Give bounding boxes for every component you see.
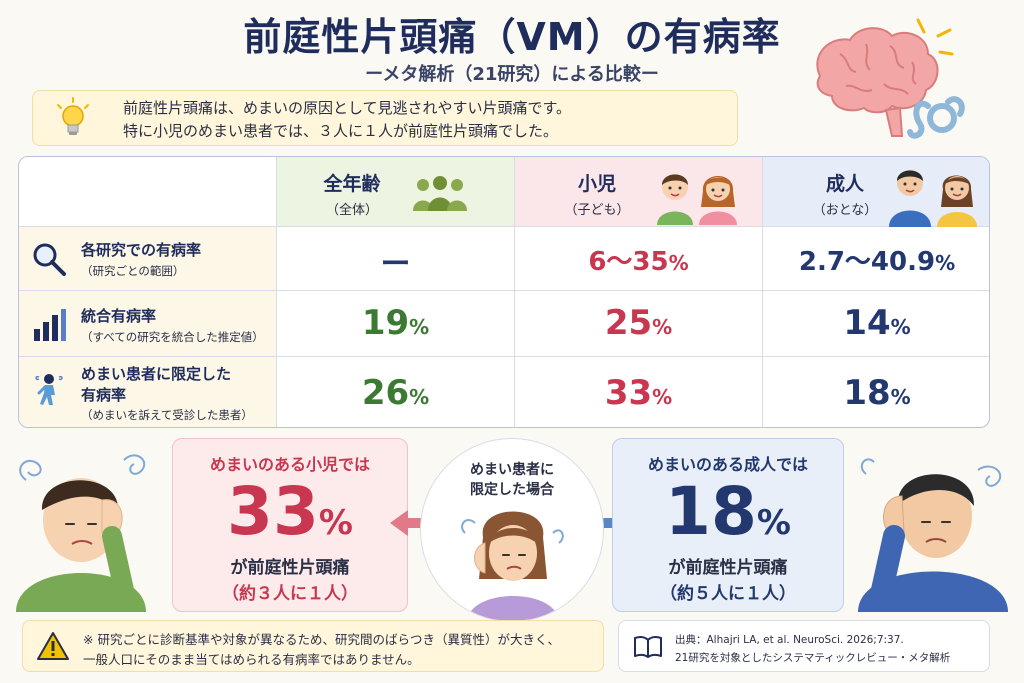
column-header-child: 小児 （子ども） bbox=[515, 157, 763, 227]
panel-unit: % bbox=[318, 503, 353, 543]
dizzy-adult-illustration bbox=[858, 458, 1008, 612]
intro-line-2: 特に小児のめまい患者では、３人に１人が前庭性片頭痛でした。 bbox=[123, 122, 559, 140]
arrow-left-icon bbox=[390, 510, 434, 536]
cell-child-pooled: 25% bbox=[515, 291, 763, 357]
row-title: めまい患者に限定した bbox=[81, 365, 232, 383]
value-number: 6～35 bbox=[588, 247, 669, 277]
panel-caption: が前庭性片頭痛 bbox=[230, 558, 350, 578]
bar-chart-icon bbox=[34, 309, 66, 341]
value-unit: % bbox=[409, 385, 430, 409]
row-title: 各研究での有病率 bbox=[81, 241, 202, 259]
intro-line-1: 前庭性片頭痛は、めまいの原因として見逃されやすい片頭痛です。 bbox=[123, 99, 572, 117]
source-citation: 出典：Alhajri LA, et al. NeuroSci. 2026;7:3… bbox=[618, 620, 990, 672]
value-unit: % bbox=[935, 251, 956, 275]
page-subtitle: ーメタ解析（21研究）による比較ー bbox=[365, 64, 659, 85]
group-people-icon bbox=[413, 176, 467, 211]
value-unit: % bbox=[409, 315, 430, 339]
cell-adult-pooled: 14% bbox=[763, 291, 989, 357]
dizzy-child-illustration bbox=[16, 454, 146, 612]
center-line-2: 限定した場合 bbox=[470, 482, 554, 498]
warning-icon bbox=[37, 632, 69, 660]
value-unit: % bbox=[668, 251, 689, 275]
dizzy-person-icon bbox=[35, 374, 63, 405]
intro-box: 前庭性片頭痛は、めまいの原因として見逃されやすい片頭痛です。 特に小児のめまい患… bbox=[32, 90, 738, 146]
cell-all-dizzy: 26% bbox=[277, 357, 515, 427]
cell-child-range: 6～35% bbox=[515, 227, 763, 291]
center-line-1: めまい患者に bbox=[470, 462, 554, 478]
panel-number: 33 bbox=[227, 473, 319, 550]
column-subtitle: （子ども） bbox=[564, 203, 630, 218]
lightbulb-icon bbox=[57, 97, 89, 135]
dizzy-woman-illustration bbox=[461, 511, 564, 621]
value-unit: % bbox=[890, 385, 911, 409]
column-title: 全年齢 bbox=[323, 173, 381, 195]
prevalence-table: 全年齢 （全体） 小児 （子ども） 成人 （おとな） bbox=[18, 156, 990, 428]
cell-adult-range: 2.7～40.9% bbox=[763, 227, 989, 291]
value-unit: % bbox=[652, 385, 673, 409]
panel-title: めまいのある成人では bbox=[647, 455, 808, 474]
column-title: 成人 bbox=[825, 173, 864, 195]
sparkle-lines bbox=[916, 18, 954, 56]
cell-child-dizzy: 33% bbox=[515, 357, 763, 427]
panel-ratio: （約５人に１人） bbox=[660, 584, 796, 604]
row-subtitle: （めまいを訴えて受診した患者） bbox=[81, 408, 253, 422]
value-number: 33 bbox=[604, 373, 653, 413]
cell-all-range: ー bbox=[277, 227, 515, 291]
value-number: 26 bbox=[361, 373, 410, 413]
row-title: 統合有病率 bbox=[81, 307, 157, 325]
column-header-all: 全年齢 （全体） bbox=[277, 157, 515, 227]
row-label-pooled: 統合有病率 （すべての研究を統合した推定値） bbox=[19, 291, 277, 357]
panel-unit: % bbox=[756, 503, 791, 543]
panel-ratio: （約３人に１人） bbox=[222, 584, 358, 604]
magnifier-icon bbox=[33, 243, 66, 276]
panel-caption: が前庭性片頭痛 bbox=[668, 558, 788, 578]
row-subtitle: （すべての研究を統合した推定値） bbox=[81, 330, 264, 344]
inner-ear-icon bbox=[907, 96, 965, 139]
row-label-range: 各研究での有病率 （研究ごとの範囲） bbox=[19, 227, 277, 291]
child-highlight-panel: めまいのある小児では 33% が前庭性片頭痛 （約３人に１人） bbox=[172, 438, 408, 612]
center-circle: めまい患者に 限定した場合 bbox=[420, 438, 604, 622]
children-avatar-icon bbox=[657, 174, 737, 225]
column-subtitle: （全体） bbox=[325, 203, 378, 218]
value-number: 19 bbox=[361, 303, 410, 343]
brain-illustration bbox=[816, 18, 965, 139]
adult-highlight-panel: めまいのある成人では 18% が前庭性片頭痛 （約５人に１人） bbox=[612, 438, 844, 612]
column-subtitle: （おとな） bbox=[812, 203, 878, 218]
column-header-adult: 成人 （おとな） bbox=[763, 157, 989, 227]
adults-avatar-icon bbox=[889, 170, 977, 227]
caution-note: ※ 研究ごとに診断基準や対象が異なるため、研究間のばらつき（異質性）が大きく、 … bbox=[22, 620, 604, 672]
source-line-2: 21研究を対象としたシステマティックレビュー・メタ解析 bbox=[675, 652, 951, 664]
panel-title: めまいのある小児では bbox=[209, 455, 370, 474]
value-number: 14 bbox=[843, 303, 891, 343]
row-subtitle: （研究ごとの範囲） bbox=[81, 264, 185, 278]
brain-shape bbox=[816, 27, 939, 114]
value-number: 18 bbox=[843, 373, 891, 413]
row-title-cont: 有病率 bbox=[81, 386, 127, 404]
cell-adult-dizzy: 18% bbox=[763, 357, 989, 427]
value-unit: % bbox=[890, 315, 911, 339]
book-icon bbox=[634, 635, 662, 658]
note-line-2: 一般人口にそのまま当てはめられる有病率ではありません。 bbox=[83, 652, 420, 667]
brain-stem bbox=[884, 106, 904, 137]
row-label-dizzy: めまい患者に限定した 有病率 （めまいを訴えて受診した患者） bbox=[19, 357, 277, 427]
note-line-1: ※ 研究ごとに診断基準や対象が異なるため、研究間のばらつき（異質性）が大きく、 bbox=[83, 632, 560, 647]
value-number: 25 bbox=[604, 303, 653, 343]
value-unit: % bbox=[652, 315, 673, 339]
value-number: 2.7～40.9 bbox=[798, 247, 936, 277]
value-number: ー bbox=[380, 247, 411, 282]
column-title: 小児 bbox=[577, 173, 616, 195]
panel-number: 18 bbox=[665, 473, 757, 550]
cell-all-pooled: 19% bbox=[277, 291, 515, 357]
page-title: 前庭性片頭痛（VM）の有病率 bbox=[243, 15, 781, 59]
source-line-1: 出典：Alhajri LA, et al. NeuroSci. 2026;7:3… bbox=[675, 634, 904, 646]
table-corner bbox=[19, 157, 277, 227]
